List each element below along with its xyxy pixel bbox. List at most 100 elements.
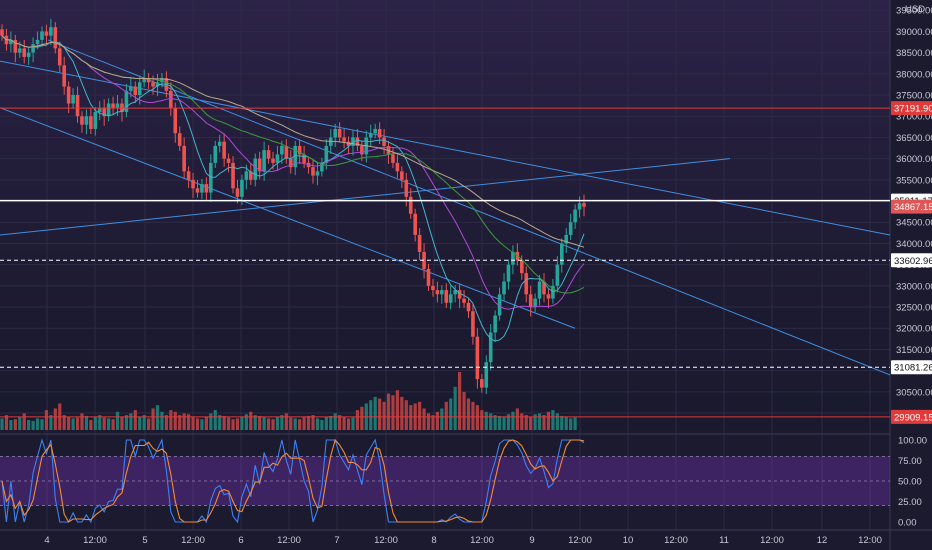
volume-bar: [218, 415, 222, 430]
candle: [49, 27, 53, 36]
time-tick-label: 12:00: [760, 535, 784, 546]
volume-bar: [422, 408, 426, 430]
time-tick-label: 4: [44, 535, 49, 546]
volume-bar: [462, 391, 466, 430]
volume-bar: [200, 419, 204, 430]
candle: [146, 78, 151, 83]
volume-bar: [213, 410, 217, 430]
candle: [520, 260, 524, 274]
price-level-badge[interactable]: [891, 101, 932, 116]
candle: [297, 145, 302, 155]
time-tick-label: 12:00: [83, 535, 107, 546]
volume-bar: [40, 419, 44, 430]
volume-bar: [444, 401, 448, 430]
candle: [89, 116, 93, 129]
price-tick-label: 34000.00: [896, 239, 932, 250]
price-tick-label: 34500.00: [896, 218, 932, 229]
volume-bar: [240, 416, 244, 430]
volume-bar: [533, 414, 537, 430]
candle: [235, 188, 240, 197]
candle: [413, 213, 417, 235]
candle: [333, 128, 338, 138]
volume-bar: [35, 418, 40, 430]
volume-bar: [142, 415, 146, 430]
volume-bar: [329, 415, 333, 430]
candle: [213, 145, 218, 163]
volume-bar: [22, 413, 26, 430]
price-tick-label: 37500.00: [896, 91, 932, 102]
candle: [200, 184, 204, 193]
moving-average-line: [1, 35, 585, 248]
volume-bar: [333, 413, 337, 430]
candle: [13, 39, 18, 53]
time-tick-label: 8: [431, 535, 436, 546]
candle: [453, 290, 457, 295]
candle: [417, 234, 422, 252]
volume-bar: [53, 408, 57, 430]
candle: [62, 65, 66, 87]
candle: [577, 203, 582, 210]
candle: [26, 52, 31, 57]
stochastic-d-line: [1, 438, 585, 523]
candle: [115, 103, 120, 108]
price-tick-label: 31500.00: [896, 345, 932, 356]
time-tick-label: 10: [623, 535, 634, 546]
volume-bar: [502, 416, 506, 430]
candle: [248, 171, 253, 180]
volume-bar: [400, 396, 404, 430]
volume-bar: [275, 416, 280, 430]
candle: [493, 315, 497, 333]
stochastic-tick-label: 0.00: [898, 518, 917, 529]
candle: [231, 162, 235, 189]
volume-bar: [195, 418, 200, 430]
volume-bar: [351, 417, 355, 430]
volume-bar: [369, 400, 373, 430]
price-level-badge[interactable]: [891, 409, 932, 424]
volume-bar: [471, 401, 475, 430]
stochastic-tick-label: 25.00: [898, 497, 922, 508]
candle: [244, 171, 249, 180]
candle: [360, 145, 364, 155]
volume-bar: [89, 420, 93, 430]
time-tick-label: 12: [817, 535, 828, 546]
volume-bar: [80, 413, 84, 430]
price-level-badge[interactable]: [891, 360, 932, 375]
volume-bar: [209, 413, 213, 430]
price-level-badge[interactable]: [891, 253, 932, 268]
volume-bar: [18, 416, 22, 430]
candle: [342, 137, 346, 142]
candle: [111, 103, 115, 108]
volume-bar: [160, 411, 164, 430]
candle: [573, 209, 577, 223]
candle: [368, 133, 373, 138]
candle: [80, 116, 84, 125]
candle: [44, 31, 49, 36]
candle: [373, 128, 377, 134]
volume-bar: [289, 417, 293, 430]
candle: [288, 158, 293, 168]
moving-average-line: [1, 35, 585, 310]
candle: [129, 86, 133, 91]
volume-bar: [173, 411, 177, 430]
volume-bar: [178, 415, 182, 430]
candle: [160, 78, 164, 83]
candle: [151, 82, 155, 87]
volume-bar: [542, 415, 546, 430]
candle: [582, 203, 586, 207]
candle: [568, 222, 573, 235]
stochastic-k-line: [1, 438, 585, 524]
volume-bar: [235, 418, 240, 430]
candle: [293, 145, 298, 168]
last-price-badge: [891, 199, 932, 214]
candle: [253, 158, 258, 180]
volume-bar: [435, 411, 439, 430]
volume-bar: [124, 415, 128, 430]
candle: [324, 145, 329, 163]
candle: [391, 154, 395, 163]
stochastic-tick-label: 50.00: [898, 477, 922, 488]
candle: [9, 39, 13, 45]
price-level-label: 37191.90: [894, 104, 932, 115]
